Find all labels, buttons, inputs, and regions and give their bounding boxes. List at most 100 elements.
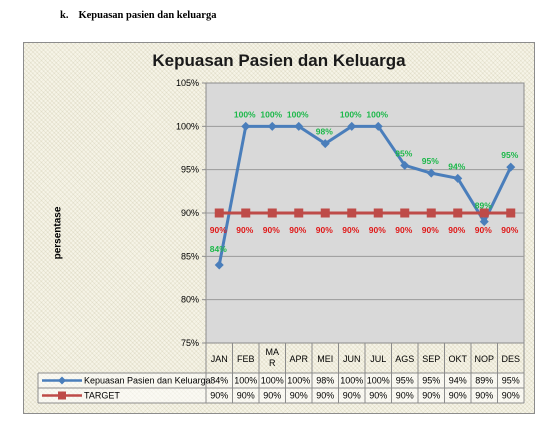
table-cell-value: 90%	[290, 391, 308, 401]
table-cell-value: 90%	[502, 391, 520, 401]
data-label: 98%	[316, 127, 333, 137]
y-tick-label: 105%	[176, 78, 199, 88]
data-label: 90%	[448, 225, 465, 235]
data-label: 90%	[395, 225, 412, 235]
data-point	[347, 208, 357, 218]
table-cell-value: 90%	[343, 391, 361, 401]
data-label: 90%	[236, 225, 253, 235]
data-label: 100%	[366, 109, 388, 119]
data-label: 100%	[287, 109, 309, 119]
table-cell-value: 100%	[340, 376, 363, 386]
chart-title: Kepuasan Pasien dan Keluarga	[152, 51, 406, 70]
data-label: 90%	[422, 225, 439, 235]
legend-label: Kepuasan Pasien dan Keluarga	[84, 376, 211, 386]
table-cell-value: 90%	[210, 391, 228, 401]
data-label: 89%	[475, 201, 492, 211]
data-label: 90%	[316, 225, 333, 235]
data-label: 95%	[395, 148, 412, 158]
table-cell-value: 100%	[261, 376, 284, 386]
data-label: 90%	[210, 225, 227, 235]
data-point	[214, 260, 224, 270]
table-cell-value: 100%	[287, 376, 310, 386]
data-point	[400, 208, 410, 218]
data-point	[400, 160, 410, 170]
x-tick-label: FEB	[237, 354, 255, 364]
table-cell-value: 98%	[316, 376, 334, 386]
x-tick-label: MEI	[317, 354, 333, 364]
x-tick-label: JUL	[370, 354, 386, 364]
table-cell-value: 100%	[367, 376, 390, 386]
data-point	[506, 162, 516, 172]
data-label: 84%	[210, 244, 227, 254]
data-point	[267, 208, 277, 218]
data-point	[347, 121, 357, 131]
legend-label: TARGET	[84, 391, 120, 401]
data-point	[373, 208, 383, 218]
line-chart: 75% 80% 85% 90% 95% 100% 105% JAN FEB MAR APR MEI JU…	[37, 78, 525, 404]
data-label: 90%	[369, 225, 386, 235]
table-cell-value: 84%	[210, 376, 228, 386]
x-tick-label: DES	[501, 354, 520, 364]
table-cell-value: 90%	[263, 391, 281, 401]
data-label: 94%	[448, 161, 465, 171]
heading-text: Kepuasan pasien dan keluarga	[78, 10, 217, 21]
legend-key-marker	[58, 391, 66, 400]
data-label: 100%	[260, 109, 282, 119]
data-label: 90%	[501, 225, 518, 235]
y-tick-label: 85%	[181, 251, 199, 261]
x-tick-label: R	[269, 358, 276, 368]
data-point	[320, 139, 330, 149]
data-point	[373, 121, 383, 131]
x-tick-label: AGS	[395, 354, 414, 364]
data-point	[479, 217, 489, 227]
data-point	[426, 168, 436, 178]
y-tick-label: 95%	[181, 165, 199, 175]
x-tick-label: SEP	[422, 354, 440, 364]
data-point	[214, 208, 224, 218]
table-cell-value: 95%	[396, 376, 414, 386]
data-label: 90%	[263, 225, 280, 235]
data-point	[453, 208, 463, 218]
y-tick-label: 75%	[181, 338, 199, 348]
data-point	[267, 121, 277, 131]
data-label: 95%	[501, 150, 518, 160]
data-label: 100%	[340, 109, 362, 119]
heading-number: k.	[60, 10, 69, 21]
data-label: 90%	[289, 225, 306, 235]
data-label: 100%	[234, 109, 256, 119]
x-tick-label: APR	[289, 354, 308, 364]
data-point	[453, 173, 463, 183]
data-point	[479, 208, 489, 218]
table-cell-value: 90%	[422, 391, 440, 401]
x-tick-label: JAN	[211, 354, 228, 364]
table-cell-value: 90%	[396, 391, 414, 401]
data-point	[506, 208, 516, 218]
data-point	[294, 208, 304, 218]
y-tick-label: 80%	[181, 295, 199, 305]
table-cell-value: 95%	[502, 376, 520, 386]
y-tick-label: 100%	[176, 121, 199, 131]
table-cell-value: 95%	[422, 376, 440, 386]
document-heading: k. Kepuasan pasien dan keluarga	[60, 10, 216, 21]
table-cell-value: 94%	[449, 376, 467, 386]
x-tick-label: MA	[266, 347, 280, 357]
data-label: 90%	[475, 225, 492, 235]
table-cell-value: 100%	[234, 376, 257, 386]
table-cell-value: 90%	[449, 391, 467, 401]
data-point	[241, 121, 251, 131]
legend-key-marker	[58, 376, 66, 385]
chart-frame: Kepuasan Pasien dan Keluarga persentase …	[23, 42, 535, 414]
data-point	[320, 208, 330, 218]
x-tick-label: OKT	[448, 354, 467, 364]
data-point	[294, 121, 304, 131]
data-label: 95%	[422, 156, 439, 166]
y-tick-label: 90%	[181, 208, 199, 218]
table-cell-value: 89%	[475, 376, 493, 386]
table-cell-value: 90%	[475, 391, 493, 401]
data-point	[426, 208, 436, 218]
data-label: 90%	[342, 225, 359, 235]
table-cell-value: 90%	[369, 391, 387, 401]
table-cell-value: 90%	[237, 391, 255, 401]
data-point	[241, 208, 251, 218]
x-tick-label: JUN	[343, 354, 361, 364]
